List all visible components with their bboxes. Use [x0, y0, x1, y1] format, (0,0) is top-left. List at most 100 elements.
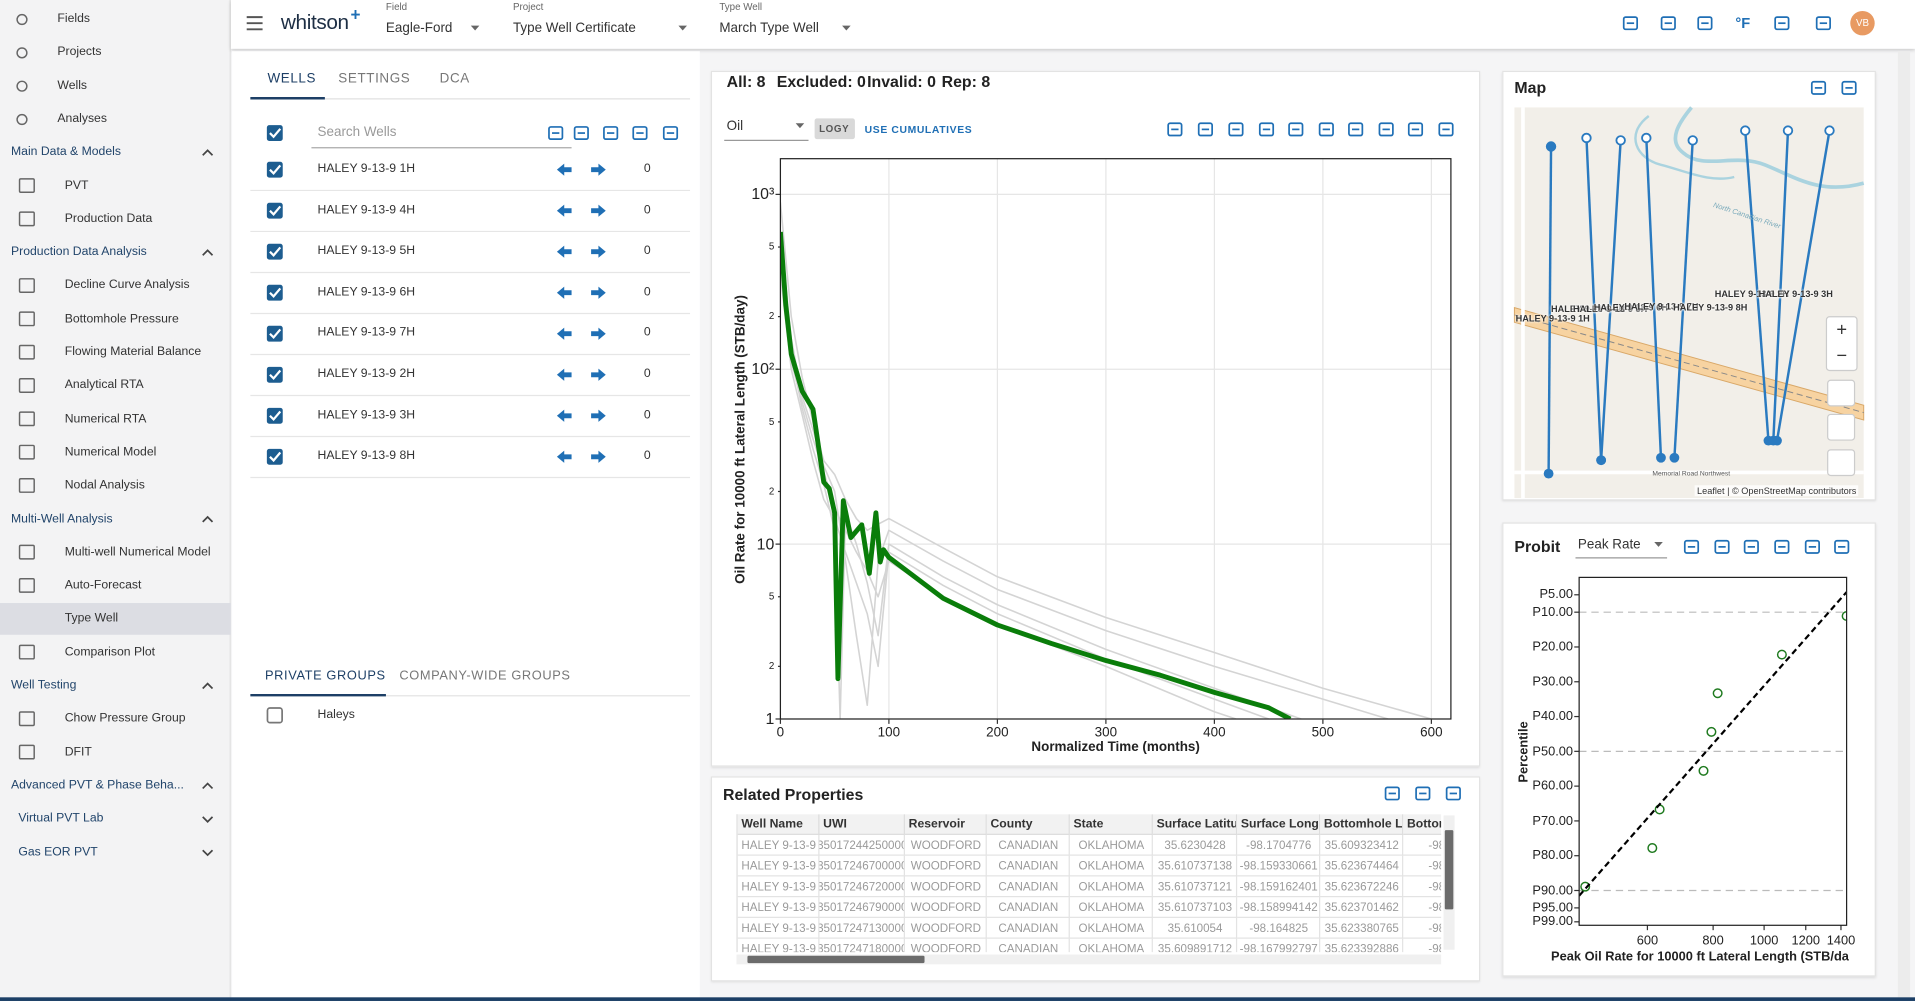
y-tick-label: 10³ — [751, 184, 775, 204]
unit-toggle[interactable]: °F — [1735, 14, 1751, 32]
nav-item[interactable]: Numerical Model — [64, 445, 157, 459]
well-count: 0 — [643, 367, 651, 381]
column-header: Surface Longitude — [1240, 817, 1319, 831]
table-cell: WOODFORD — [904, 834, 987, 856]
nav-section[interactable]: Main Data & Models — [10, 145, 121, 159]
logo-plus: + — [350, 4, 361, 24]
table-cell: -98.167992797 — [1237, 938, 1321, 953]
properties-table: Well Name UWI Reservoir County State Surface … — [736, 814, 1442, 953]
table-cell: OKLAHOMA — [1069, 897, 1153, 918]
table-cell: -98.16 — [1403, 918, 1442, 939]
avatar-initials: VB — [1855, 17, 1869, 29]
y-axis-label: Oil Rate for 10000 ft Lateral Length (ST… — [733, 294, 748, 584]
nav-subsection[interactable]: Gas EOR PVT — [18, 845, 98, 859]
nav-section[interactable]: Production Data Analysis — [10, 245, 147, 259]
map-well-label: HALEY 9-13-9 1H — [1515, 313, 1590, 325]
table-cell: CANADIAN — [987, 938, 1070, 953]
toggle-button[interactable]: LOGY — [819, 123, 850, 135]
table-cell-text: CANADIAN — [998, 942, 1059, 953]
nav-section[interactable]: Well Testing — [10, 678, 77, 693]
y-tick-label: P10.00 — [1532, 604, 1574, 620]
well-count: 0 — [643, 408, 651, 422]
table-cell: 35017246790000 — [819, 897, 905, 918]
table-cell-text: CANADIAN — [998, 879, 1059, 894]
table-header-cell: Well Name — [737, 814, 820, 835]
table-header-cell: Reservoir — [904, 814, 987, 835]
nav-item[interactable]: Production Data — [64, 212, 153, 226]
zoom-in[interactable]: + — [1836, 319, 1848, 341]
table-header-cell: County — [986, 814, 1070, 835]
nav-item[interactable]: Multi-well Numerical Model — [64, 545, 211, 559]
metric-select[interactable]: Peak Rate — [1577, 537, 1641, 553]
table-cell: CANADIAN — [986, 834, 1070, 856]
table-cell-text: 35017247130000 — [819, 921, 905, 935]
nav-item[interactable]: Flowing Material Balance — [64, 345, 202, 359]
nav-item[interactable]: Chow Pressure Group — [64, 712, 186, 726]
x-tick-label: 800 — [1702, 933, 1724, 949]
table-cell-text: 35.623701462 — [1324, 900, 1399, 915]
table-cell: WOODFORD — [904, 855, 987, 877]
nav-item[interactable]: DFIT — [64, 745, 92, 759]
tab[interactable]: PRIVATE GROUPS — [265, 668, 386, 684]
table-cell-text: HALEY 9-13-9 1H — [741, 838, 818, 852]
table-cell: 35.623380765 — [1320, 917, 1404, 939]
nav-item[interactable]: Comparison Plot — [64, 645, 156, 659]
table-cell-text: OKLAHOMA — [1078, 900, 1145, 915]
nav-subsection[interactable]: Virtual PVT Lab — [18, 811, 104, 826]
table-cell: HALEY 9-13-9 1H — [737, 834, 820, 856]
nav-item[interactable]: Nodal Analysis — [64, 478, 145, 493]
toggle-button[interactable]: USE CUMULATIVES — [864, 123, 973, 136]
map-well-label: HALEY 9-13-9 7H — [1624, 300, 1699, 312]
table-cell: -98.16 — [1403, 856, 1442, 877]
table-cell: 35017244250000 — [819, 834, 905, 856]
nav-item[interactable]: Analytical RTA — [64, 378, 144, 393]
active-item-bg — [0, 603, 231, 636]
nav-item[interactable]: Analyses — [57, 112, 107, 126]
y-tick-label: 2 — [768, 660, 775, 672]
selector-value[interactable]: Eagle-Ford — [385, 21, 453, 36]
nav-section[interactable]: Multi-Well Analysis — [10, 512, 113, 526]
selector-value[interactable]: March Type Well — [719, 21, 819, 36]
table-cell: -98.158994142 — [1237, 897, 1321, 918]
nav-item[interactable]: Type Well — [64, 612, 119, 626]
nav-item[interactable]: Auto-Forecast — [64, 578, 142, 593]
table-cell-text: 35017247180000 — [819, 942, 905, 953]
table-cell-text: -98.167992797 — [1239, 942, 1318, 953]
table-cell-text: -98.16 — [1428, 859, 1441, 873]
well-count: 0 — [643, 326, 651, 340]
wells-panel — [232, 51, 700, 998]
table-cell: 35.609323412 — [1320, 834, 1404, 856]
table-cell-text: WOODFORD — [910, 900, 982, 915]
well-count: 0 — [643, 449, 651, 463]
table-cell: 35.610737103 — [1152, 897, 1238, 918]
y-tick-label: 10² — [751, 359, 775, 379]
tab[interactable]: COMPANY-WIDE GROUPS — [399, 668, 571, 684]
nav-item[interactable]: Projects — [57, 45, 102, 59]
map-well-label: HALEY 9-13-9 6H — [1593, 302, 1668, 314]
nav-item[interactable]: Decline Curve Analysis — [64, 278, 190, 293]
nav-item[interactable]: Wells — [57, 78, 88, 93]
nav-item[interactable]: Bottomhole Pressure — [64, 312, 179, 326]
nav-item[interactable]: Numerical RTA — [64, 412, 147, 426]
column-header: Well Name — [741, 817, 803, 831]
phase-select[interactable]: Oil — [726, 118, 744, 134]
nav-item[interactable]: PVT — [64, 178, 89, 193]
nav-section[interactable]: Advanced PVT & Phase Beha... — [10, 778, 184, 793]
table-cell-text: WOODFORD — [910, 942, 982, 953]
stat: Excluded: 0 — [776, 72, 866, 91]
stat: Rep: 8 — [941, 72, 991, 91]
nav-item[interactable]: Fields — [57, 12, 90, 26]
selector-value[interactable]: Type Well Certificate — [512, 21, 636, 36]
tab[interactable]: DCA — [439, 71, 470, 86]
zoom-out[interactable]: − — [1836, 345, 1848, 367]
x-tick-label: 1200 — [1791, 933, 1821, 949]
tab[interactable]: WELLS — [267, 71, 317, 86]
sidebar — [0, 0, 231, 1001]
table-cell-text: -98.164825 — [1249, 921, 1309, 935]
search-input[interactable]: Search Wells — [317, 125, 397, 140]
tab[interactable]: SETTINGS — [338, 71, 411, 86]
column-header: County — [990, 817, 1033, 831]
table-cell-text: OKLAHOMA — [1078, 942, 1145, 953]
table-cell-text: CANADIAN — [998, 838, 1059, 852]
